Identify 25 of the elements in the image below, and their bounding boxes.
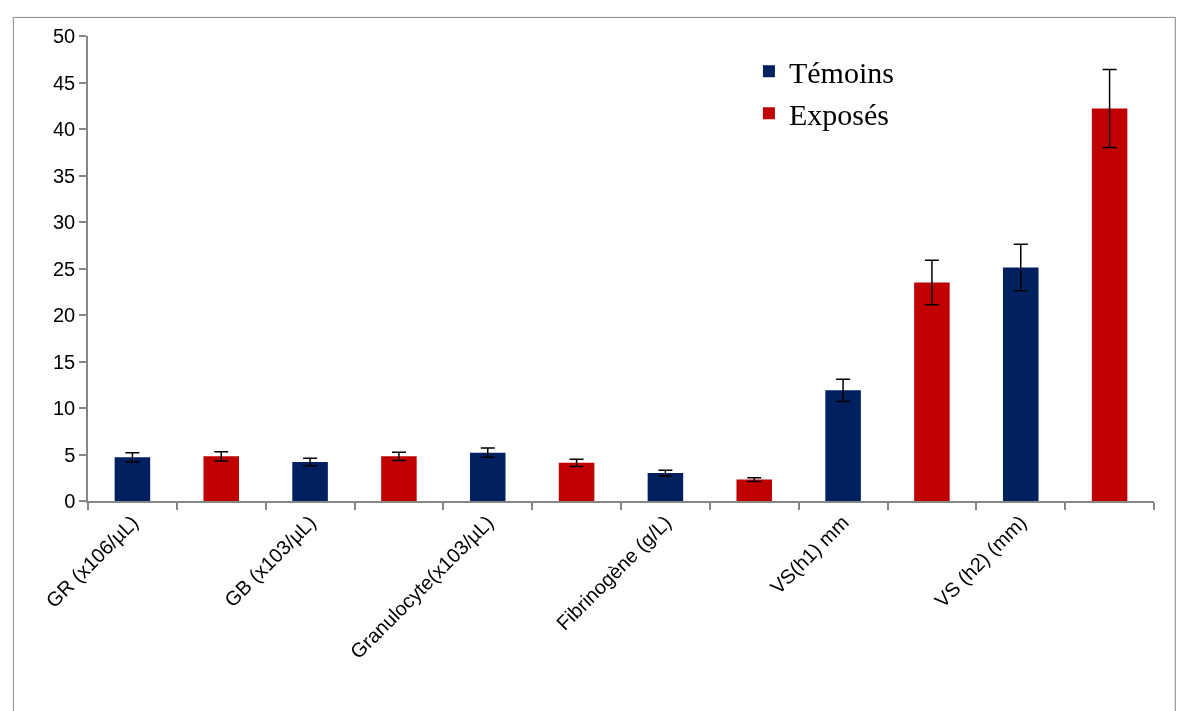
y-tick-label: 10 [53, 397, 76, 419]
bar [647, 473, 684, 501]
legend-label: Exposés [788, 98, 889, 131]
y-tick-label: 20 [53, 304, 76, 326]
bar [1002, 267, 1039, 501]
y-tick-label: 5 [64, 443, 76, 466]
bar [469, 452, 506, 501]
y-tick-label: 40 [53, 118, 76, 140]
legend-label: Témoins [788, 56, 894, 89]
bar [203, 456, 240, 501]
y-tick-label: 35 [53, 164, 76, 187]
y-tick-label: 30 [53, 211, 76, 233]
y-tick-label: 50 [53, 25, 76, 47]
bar [825, 390, 861, 501]
bar [292, 461, 328, 501]
y-tick-label: 25 [53, 257, 76, 280]
bar [914, 282, 950, 501]
bar [114, 457, 151, 501]
y-tick-label: 45 [53, 71, 76, 94]
bar [736, 479, 773, 501]
bar [558, 462, 595, 501]
y-tick-label: 0 [64, 490, 76, 512]
bar [1091, 108, 1128, 501]
y-tick-label: 15 [53, 350, 76, 373]
bar [381, 456, 417, 501]
